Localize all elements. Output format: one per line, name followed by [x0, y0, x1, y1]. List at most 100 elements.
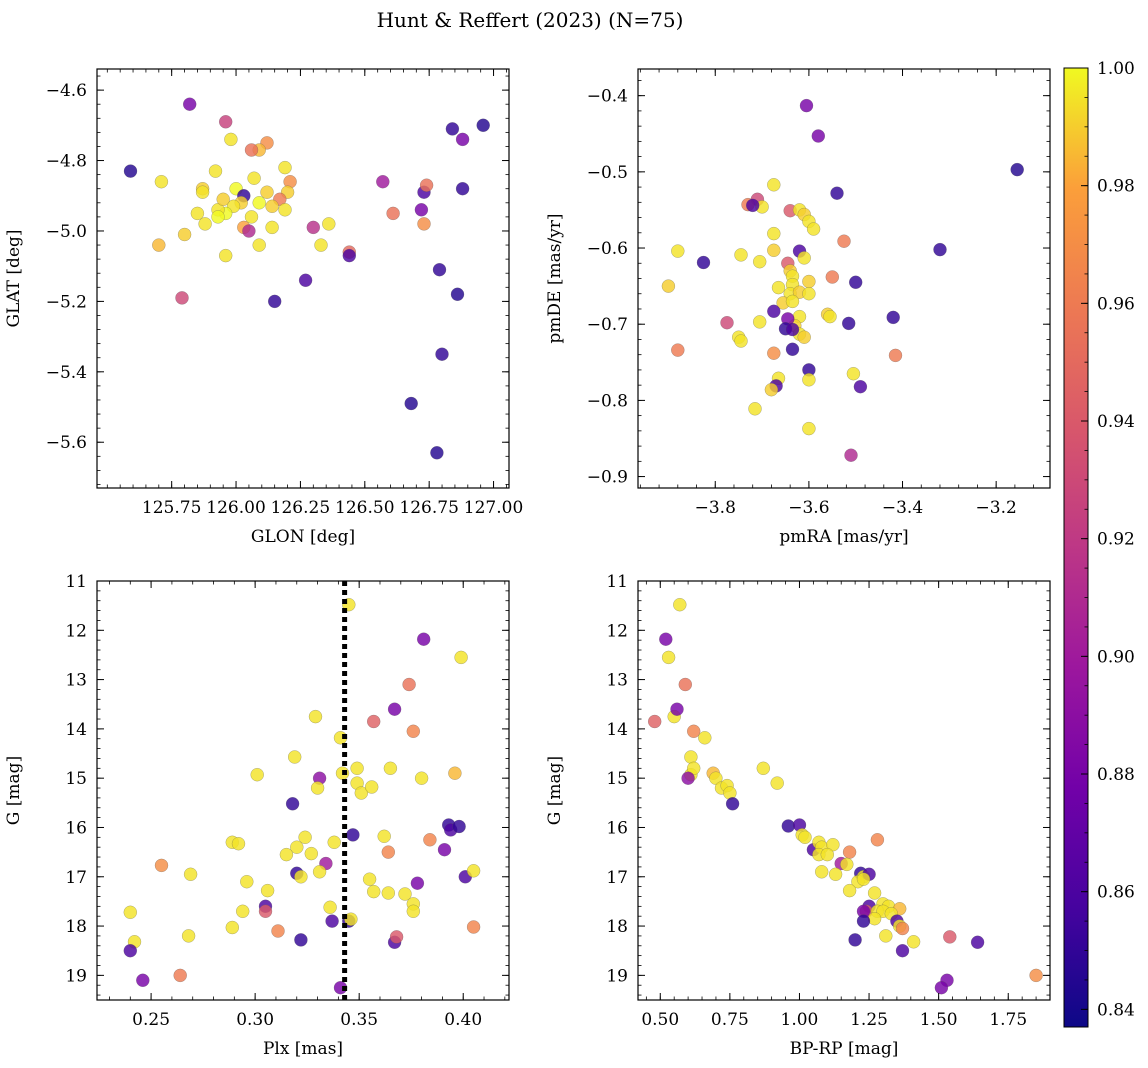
data-point — [123, 164, 138, 178]
x-tick-label: 1.00 — [781, 1010, 819, 1030]
x-tick-label: 1.75 — [989, 1010, 1027, 1030]
data-point — [648, 714, 662, 729]
y-tick-label: 19 — [606, 966, 628, 986]
y-tick-label: −0.8 — [587, 391, 628, 411]
data-point — [285, 797, 300, 811]
data-point — [177, 227, 192, 242]
x-tick-label: 126.00 — [206, 498, 265, 518]
data-point — [798, 830, 812, 844]
x-tick-label: 126.25 — [271, 498, 330, 518]
points-plx — [123, 598, 481, 995]
x-tick-label: 126.75 — [399, 498, 458, 518]
data-point — [294, 933, 308, 947]
data-point — [886, 310, 900, 325]
y-tick-label: 18 — [606, 917, 628, 937]
data-point — [298, 830, 312, 844]
data-point — [934, 981, 949, 995]
x-tick-label: 0.40 — [444, 1010, 482, 1030]
data-point — [242, 224, 256, 238]
data-point — [767, 178, 781, 192]
data-point — [298, 273, 313, 287]
data-point — [659, 632, 673, 646]
data-point — [753, 315, 767, 329]
data-point — [365, 780, 379, 794]
y-tick-label: −5.4 — [46, 363, 87, 383]
y-tick-label: 17 — [65, 868, 87, 888]
data-point — [806, 222, 821, 236]
data-point — [815, 865, 829, 879]
data-point — [342, 248, 356, 263]
data-point — [250, 768, 264, 782]
x-tick-label: −3.2 — [976, 498, 1017, 518]
data-point — [389, 930, 404, 944]
data-point — [906, 935, 921, 949]
data-point — [734, 248, 748, 262]
data-point — [830, 186, 844, 200]
data-point — [820, 847, 834, 862]
data-point — [208, 164, 223, 178]
y-tick-label: −5.6 — [46, 433, 87, 453]
y-tick-label: 17 — [606, 868, 628, 888]
y-axis-label: G [mag] — [545, 756, 565, 825]
data-point — [258, 904, 273, 918]
data-point — [802, 373, 816, 387]
panel-pm: −3.8 −3.6 −3.4 −3.2 −0.4 −0.5 −0.6 −0.7 −0.8 −0.9… — [545, 68, 1051, 547]
data-point — [268, 294, 282, 309]
data-point — [437, 843, 452, 857]
data-point — [771, 280, 786, 295]
y-tick-label: 16 — [606, 818, 628, 838]
y-axis-label: pmDE [mas/yr] — [545, 213, 565, 343]
data-point — [933, 242, 947, 257]
y-tick-label: 11 — [606, 572, 628, 592]
data-point — [895, 944, 910, 958]
data-point — [767, 304, 781, 318]
data-point — [123, 905, 138, 919]
data-point — [849, 275, 863, 289]
data-point — [687, 724, 701, 738]
y-tick-label: 18 — [65, 917, 87, 937]
data-point — [327, 835, 341, 849]
colorbar-tick-label: 0.86 — [1097, 883, 1135, 903]
data-point — [136, 973, 150, 987]
data-point — [746, 198, 760, 213]
data-point — [423, 833, 437, 847]
data-point — [435, 347, 449, 361]
x-tick-label: 126.50 — [335, 498, 394, 518]
data-point — [684, 750, 698, 764]
panel-cmd: 0.50 0.75 1.00 1.25 1.50 1.75 11 12 13 14 15 16 17 18… — [545, 572, 1051, 1059]
data-point — [290, 840, 304, 854]
data-point — [182, 97, 197, 111]
y-tick-label: 13 — [606, 671, 628, 691]
x-tick-label: 0.30 — [236, 1010, 274, 1030]
data-point — [848, 933, 862, 947]
data-point — [310, 781, 325, 795]
data-point — [450, 287, 465, 301]
data-point — [797, 330, 811, 344]
data-point — [785, 322, 800, 337]
data-point — [445, 122, 460, 136]
data-point — [856, 914, 871, 928]
y-tick-label: −5.2 — [46, 292, 87, 312]
data-point — [398, 887, 412, 901]
y-tick-label: 15 — [65, 769, 87, 789]
data-point — [154, 174, 169, 189]
ticks-sky: 125.75 126.00 126.25 126.50 126.75 127.00 −4.6… — [46, 69, 523, 518]
data-point — [888, 348, 903, 363]
data-point — [867, 886, 882, 900]
data-point — [414, 203, 429, 217]
points-cmd — [648, 598, 1043, 995]
data-point — [414, 771, 429, 785]
data-point — [767, 226, 781, 241]
axes-frame — [637, 68, 1051, 489]
data-point — [452, 819, 466, 834]
data-point — [846, 367, 861, 381]
y-tick-label: 11 — [65, 572, 87, 592]
data-point — [823, 309, 837, 324]
x-tick-label: −3.6 — [788, 498, 829, 518]
colorbar-tick-label: 0.96 — [1097, 294, 1135, 314]
data-point — [879, 929, 893, 943]
data-point — [260, 185, 274, 199]
data-point — [797, 251, 811, 265]
data-point — [476, 118, 490, 133]
data-point — [1010, 162, 1024, 177]
